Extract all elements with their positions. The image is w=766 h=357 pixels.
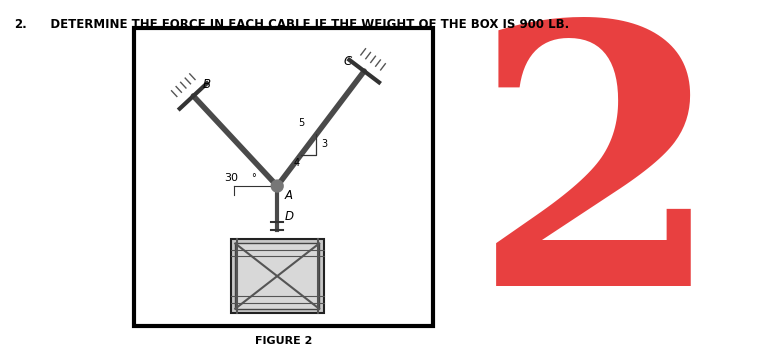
Text: C: C (343, 55, 352, 68)
Text: DETERMINE THE FORCE IN EACH CABLE IF THE WEIGHT OF THE BOX IS 900 LB.: DETERMINE THE FORCE IN EACH CABLE IF THE… (38, 18, 570, 31)
Circle shape (272, 180, 283, 192)
Text: 3: 3 (321, 139, 327, 149)
Text: A: A (285, 189, 293, 202)
Text: 5: 5 (298, 118, 304, 128)
Text: D: D (285, 210, 294, 223)
Text: FIGURE 2: FIGURE 2 (255, 336, 312, 346)
Text: 30: 30 (224, 173, 238, 183)
Text: 2: 2 (472, 11, 723, 357)
Text: 4: 4 (293, 157, 300, 168)
Bar (231, 239, 324, 313)
Bar (235, 243, 319, 309)
Text: °: ° (250, 173, 256, 183)
Text: B: B (203, 78, 211, 91)
FancyBboxPatch shape (134, 27, 433, 326)
Text: 2.: 2. (14, 18, 27, 31)
